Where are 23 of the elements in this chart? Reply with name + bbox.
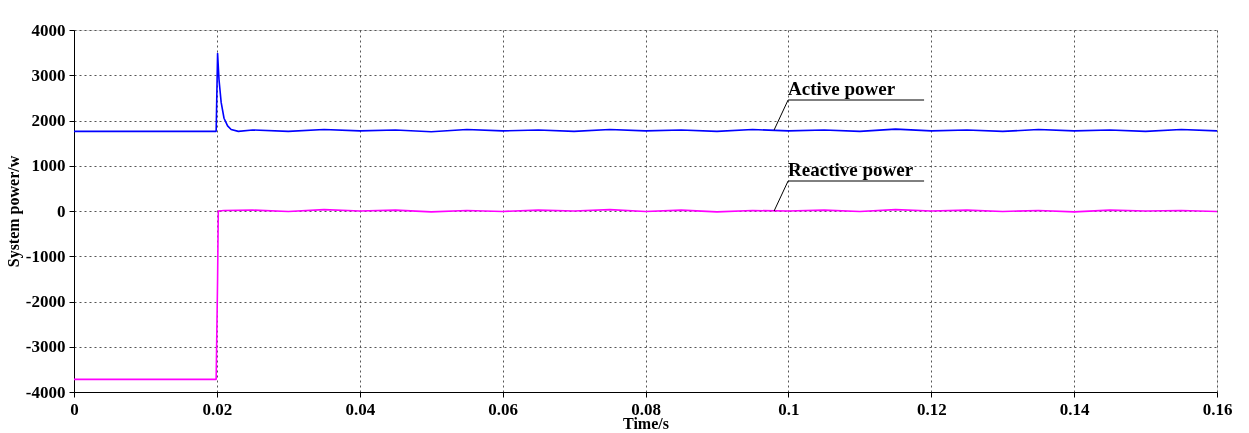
y-tick-label: -2000 xyxy=(25,292,66,311)
x-axis-title: Time/s xyxy=(623,414,669,432)
y-tick-label: 1000 xyxy=(31,156,66,176)
x-tick-label: 0.02 xyxy=(202,399,233,419)
x-tick-label: 0.1 xyxy=(778,399,800,419)
y-axis-title: System power/w xyxy=(4,155,23,268)
y-tick-label: 2000 xyxy=(31,111,66,130)
line-series xyxy=(73,208,1218,381)
y-tick-label: 0 xyxy=(57,201,66,221)
y-tick-label: 4000 xyxy=(31,20,66,40)
line-series xyxy=(73,52,1218,133)
y-tick-label: 3000 xyxy=(31,65,66,85)
x-tick-label: 0.14 xyxy=(1059,399,1090,419)
y-tick-label: -4000 xyxy=(25,382,66,402)
y-tick-label: -3000 xyxy=(25,337,66,357)
y-tick-label: -1000 xyxy=(25,246,66,266)
x-tick-label: 0.04 xyxy=(345,399,376,419)
annotation: Reactive power xyxy=(788,159,914,180)
annotation: Active power xyxy=(788,78,896,99)
x-tick-label: 0.12 xyxy=(916,399,947,419)
x-tick-label: 0.06 xyxy=(488,399,518,419)
x-tick-label: 0 xyxy=(70,399,79,419)
x-tick-label: 0.16 xyxy=(1202,399,1233,419)
